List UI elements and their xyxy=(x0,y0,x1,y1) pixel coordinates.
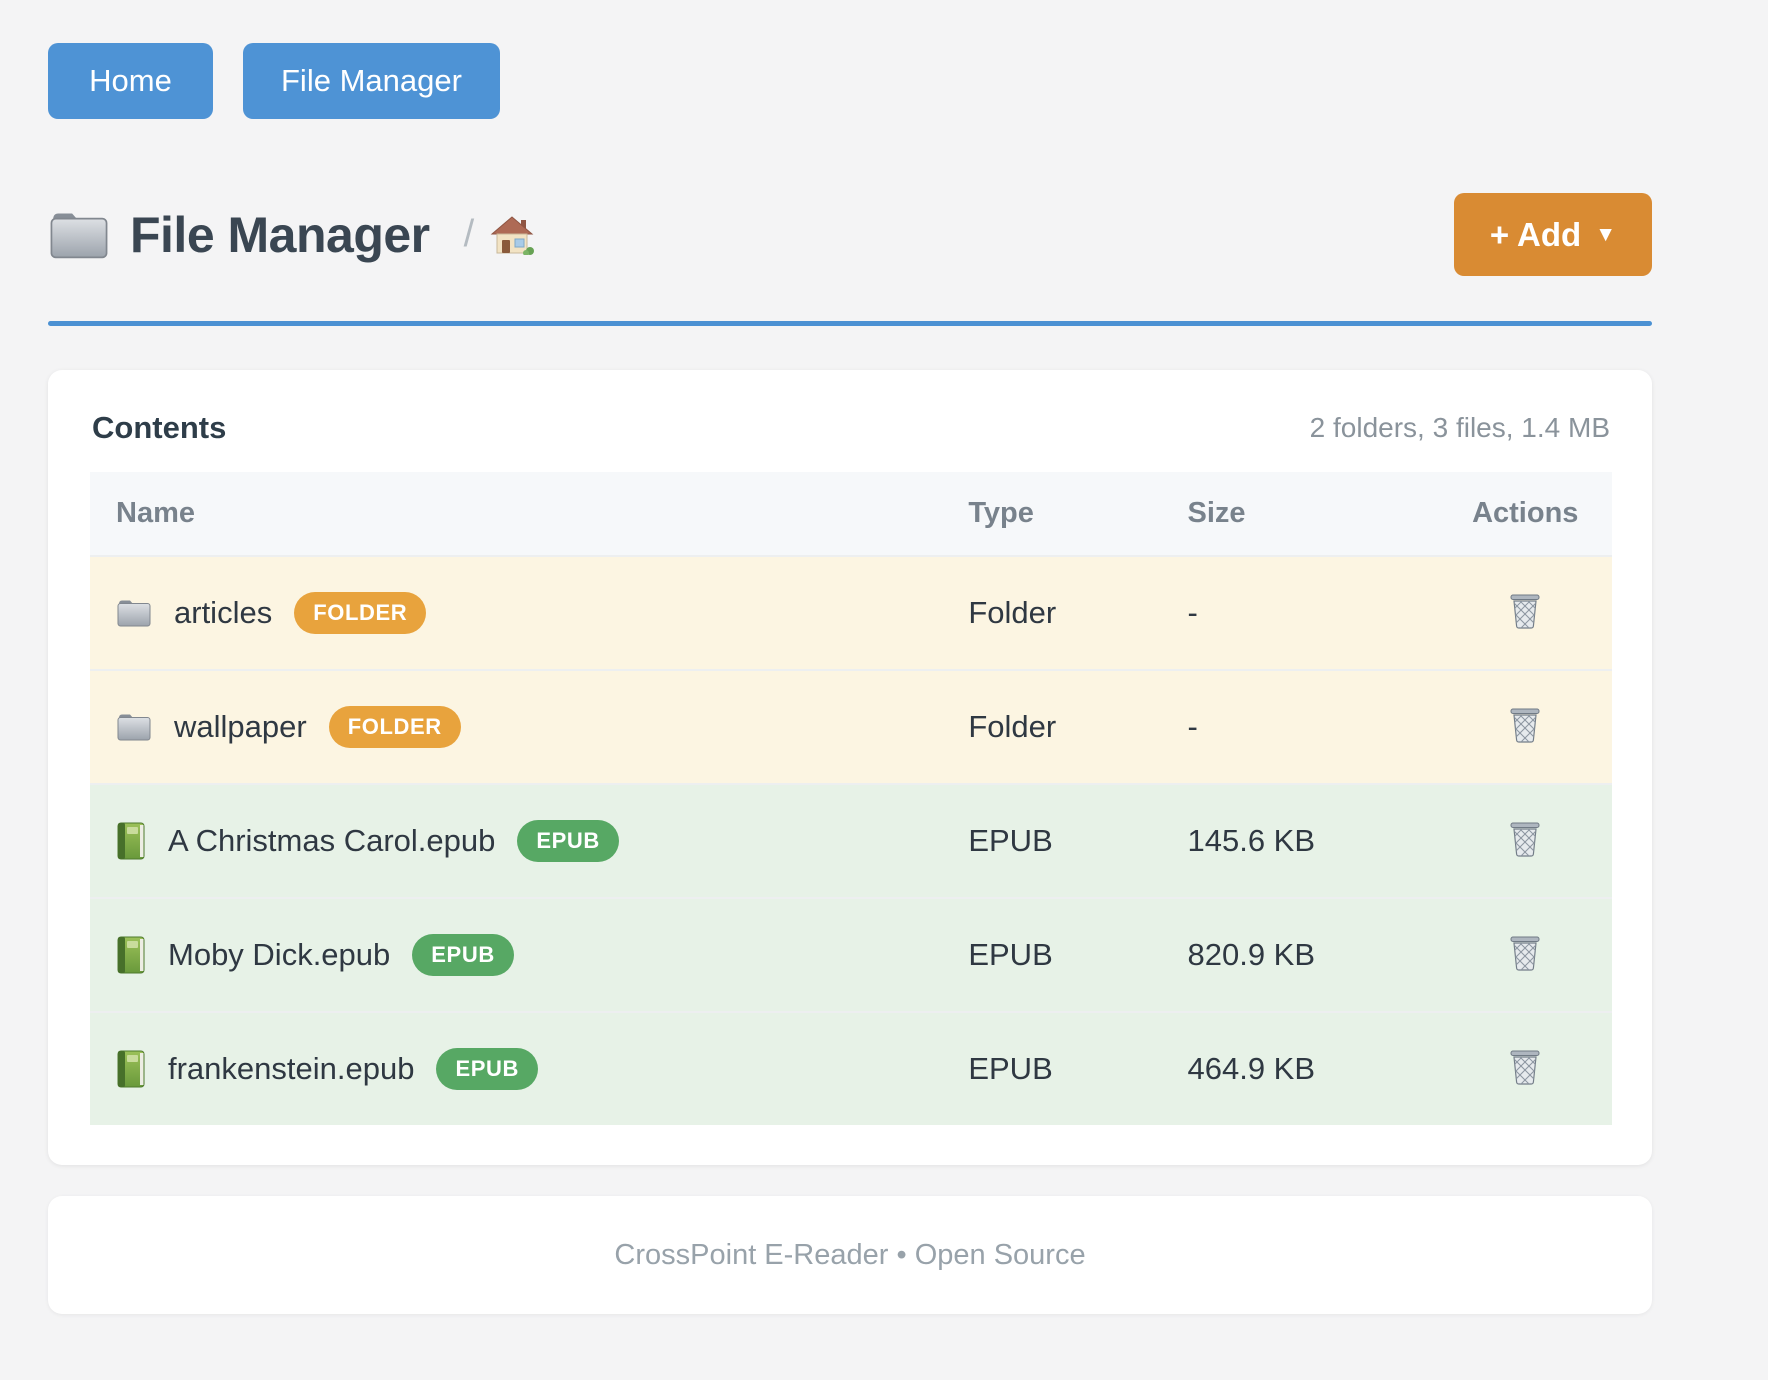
epub-badge: EPUB xyxy=(412,934,514,976)
trash-icon xyxy=(1508,708,1542,747)
breadcrumb-home-link[interactable] xyxy=(490,215,535,255)
size-cell: 145.6 KB xyxy=(1161,783,1439,898)
trash-icon xyxy=(1508,822,1542,861)
file-link[interactable]: frankenstein.epub xyxy=(168,1051,415,1086)
footer: CrossPoint E-Reader • Open Source xyxy=(48,1196,1652,1314)
add-button-label: + Add xyxy=(1489,215,1582,253)
folder-icon xyxy=(116,598,152,628)
top-nav: Home File Manager xyxy=(48,43,1652,119)
folder-badge: FOLDER xyxy=(294,592,427,634)
type-cell: EPUB xyxy=(942,897,1162,1012)
breadcrumb-separator: / xyxy=(463,213,475,255)
trash-icon xyxy=(1508,936,1542,975)
page-title: File Manager xyxy=(130,206,430,263)
size-cell: - xyxy=(1161,669,1439,784)
nav-file-manager-button[interactable]: File Manager xyxy=(243,43,500,119)
green-book-icon xyxy=(116,822,146,860)
title-divider xyxy=(48,321,1652,326)
size-cell: 464.9 KB xyxy=(1161,1011,1439,1125)
delete-button[interactable] xyxy=(1502,589,1548,634)
column-header-actions: Actions xyxy=(1438,472,1612,556)
delete-button[interactable] xyxy=(1502,931,1548,976)
trash-icon xyxy=(1508,594,1542,633)
caret-down-icon: ▼ xyxy=(1595,223,1616,246)
nav-home-button[interactable]: Home xyxy=(48,43,213,119)
trash-icon xyxy=(1508,1050,1542,1089)
table-row-wallpaper: wallpaper FOLDER Folder - xyxy=(90,669,1612,784)
table-row-frankenstein: frankenstein.epub EPUB EPUB 464.9 KB xyxy=(90,1011,1612,1125)
file-link[interactable]: A Christmas Carol.epub xyxy=(168,823,496,858)
column-header-size: Size xyxy=(1161,472,1439,556)
delete-button[interactable] xyxy=(1502,817,1548,862)
contents-summary: 2 folders, 3 files, 1.4 MB xyxy=(1309,412,1610,443)
size-cell: 820.9 KB xyxy=(1161,897,1439,1012)
page-header: File Manager / + Add ▼ xyxy=(48,193,1652,276)
folder-icon xyxy=(48,209,110,261)
epub-badge: EPUB xyxy=(517,820,619,862)
contents-card: Contents 2 folders, 3 files, 1.4 MB Name… xyxy=(48,370,1652,1165)
column-header-type: Type xyxy=(942,472,1162,556)
table-row-moby-dick: Moby Dick.epub EPUB EPUB 820.9 KB xyxy=(90,897,1612,1012)
type-cell: Folder xyxy=(942,669,1162,784)
type-cell: EPUB xyxy=(942,1011,1162,1125)
table-header-row: Name Type Size Actions xyxy=(90,472,1612,556)
type-cell: EPUB xyxy=(942,783,1162,898)
table-row-christmas-carol: A Christmas Carol.epub EPUB EPUB 145.6 K… xyxy=(90,783,1612,898)
home-icon xyxy=(490,215,535,255)
footer-text: CrossPoint E-Reader • Open Source xyxy=(614,1238,1086,1271)
green-book-icon xyxy=(116,1050,146,1088)
folder-icon xyxy=(116,712,152,742)
folder-link[interactable]: articles xyxy=(174,595,273,630)
column-header-name: Name xyxy=(90,472,943,556)
add-button[interactable]: + Add ▼ xyxy=(1453,193,1652,276)
folder-badge: FOLDER xyxy=(328,706,461,748)
delete-button[interactable] xyxy=(1502,1045,1548,1090)
file-link[interactable]: Moby Dick.epub xyxy=(168,937,391,972)
file-table: Name Type Size Actions xyxy=(90,472,1612,1125)
type-cell: Folder xyxy=(942,555,1162,670)
contents-title: Contents xyxy=(92,410,227,445)
page-header-left: File Manager / xyxy=(48,206,1454,264)
delete-button[interactable] xyxy=(1502,703,1548,748)
contents-card-header: Contents 2 folders, 3 files, 1.4 MB xyxy=(90,410,1612,446)
table-row-articles: articles FOLDER Folder - xyxy=(90,555,1612,670)
folder-link[interactable]: wallpaper xyxy=(174,709,307,744)
size-cell: - xyxy=(1161,555,1439,670)
green-book-icon xyxy=(116,936,146,974)
epub-badge: EPUB xyxy=(436,1048,538,1090)
